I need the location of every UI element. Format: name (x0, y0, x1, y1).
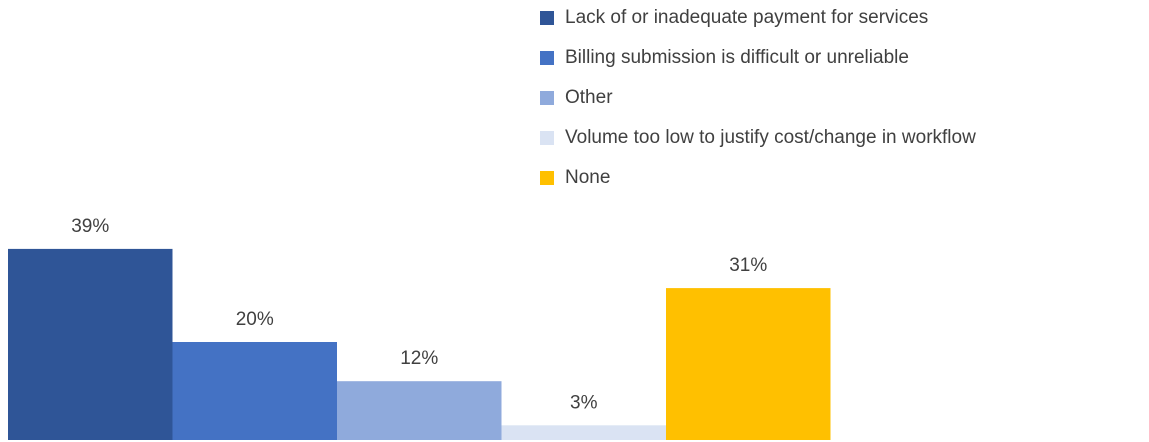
legend-swatch (540, 131, 554, 145)
data-label: 31% (729, 255, 767, 276)
legend-label: Billing submission is difficult or unrel… (565, 47, 909, 68)
legend-label: Other (565, 87, 613, 108)
legend-label: Volume too low to justify cost/change in… (565, 127, 976, 148)
bar (666, 288, 831, 440)
data-label: 39% (71, 216, 109, 237)
legend-label: None (565, 167, 610, 188)
data-label: 12% (400, 348, 438, 369)
legend-swatch (540, 171, 554, 185)
bar (501, 425, 666, 440)
legend-label: Lack of or inadequate payment for servic… (565, 7, 928, 28)
data-label: 3% (570, 392, 598, 413)
legend-swatch (540, 91, 554, 105)
data-label: 20% (236, 309, 274, 330)
legend-swatch (540, 11, 554, 25)
bar (337, 381, 502, 440)
bar (8, 248, 173, 440)
legend-swatch (540, 51, 554, 65)
bar (172, 342, 337, 440)
